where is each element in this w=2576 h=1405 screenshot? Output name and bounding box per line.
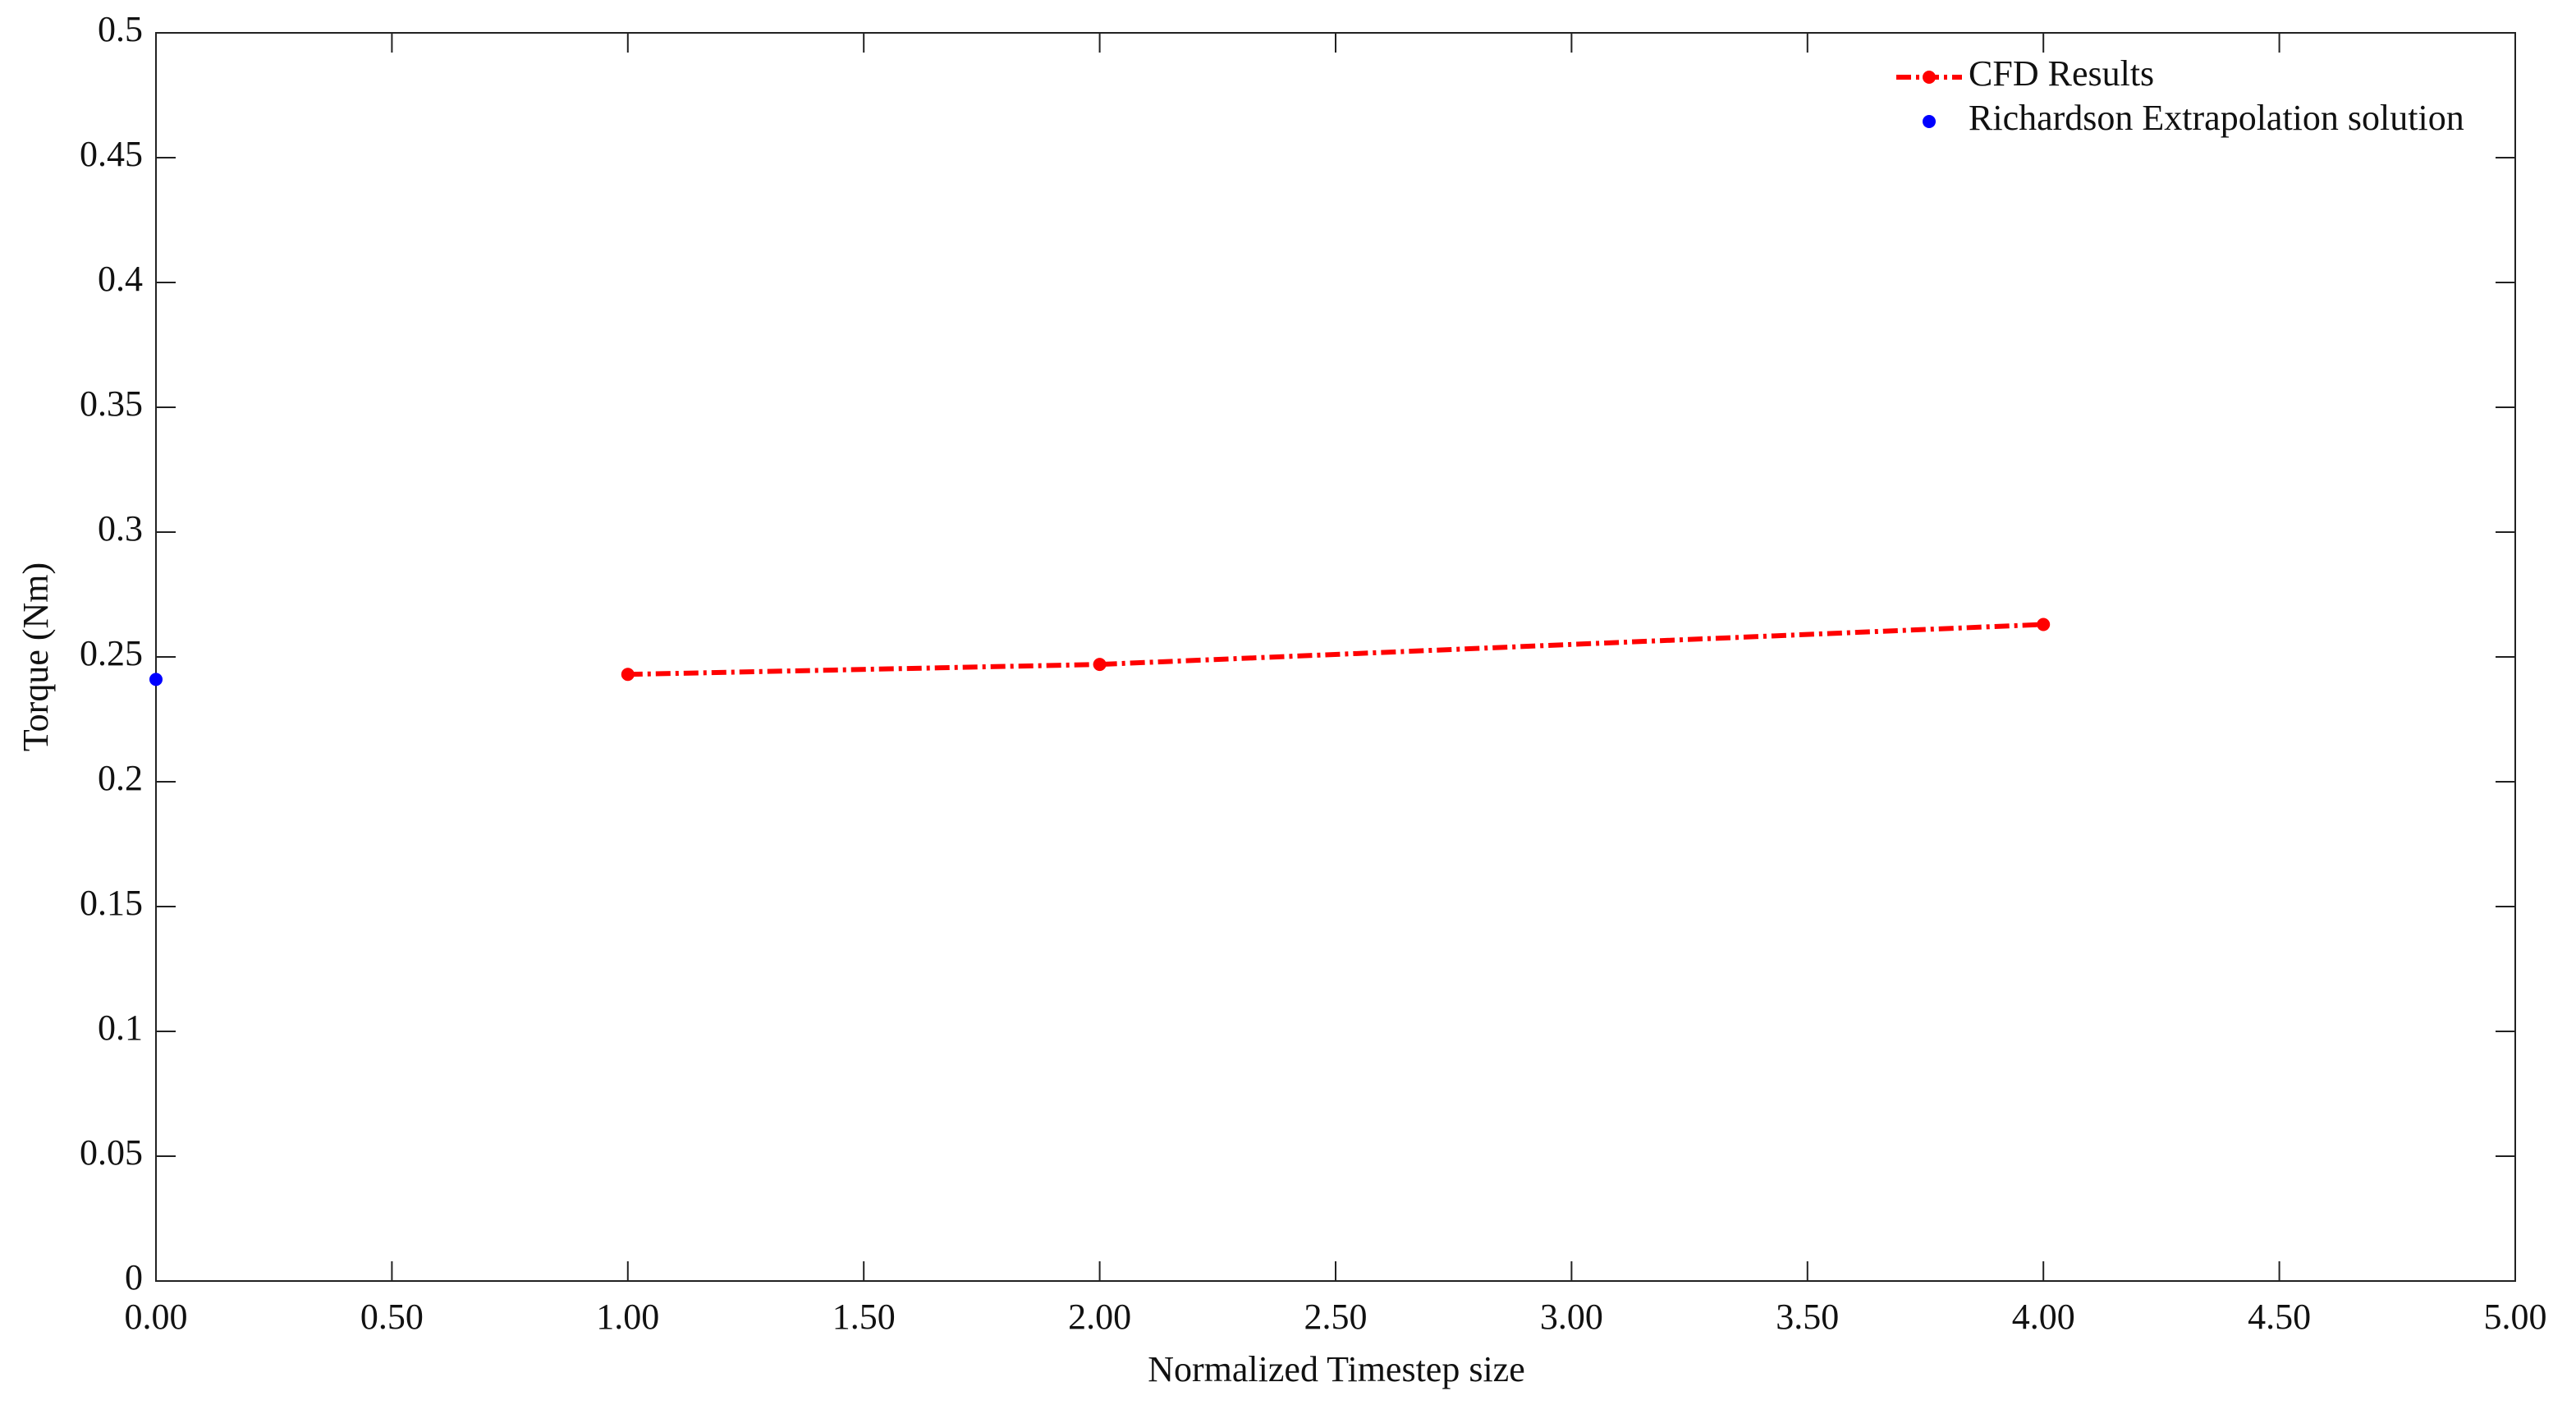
x-tick-label: 2.00 [1068, 1297, 1131, 1337]
x-tick-label: 3.00 [1540, 1297, 1603, 1337]
y-tick-label: 0.4 [98, 259, 143, 299]
x-tick-label: 2.50 [1304, 1297, 1368, 1337]
x-axis-title: Normalized Timestep size [1148, 1349, 1525, 1389]
legend-label: CFD Results [1969, 53, 2154, 94]
x-tick-label: 3.50 [1776, 1297, 1839, 1337]
legend-marker [1923, 115, 1936, 128]
y-tick-label: 0.45 [80, 134, 143, 174]
data-point [621, 668, 635, 682]
x-tick-label: 1.00 [596, 1297, 659, 1337]
y-tick-label: 0 [125, 1257, 143, 1297]
data-point [2037, 618, 2051, 631]
y-axis-title: Torque (Nm) [16, 562, 56, 751]
legend-marker [1923, 71, 1936, 84]
series-line [627, 622, 2044, 677]
y-tick-label: 0.15 [80, 883, 143, 923]
y-tick-label: 0.5 [98, 9, 143, 49]
y-tick-label: 0.05 [80, 1132, 143, 1173]
x-tick-label: 1.50 [832, 1297, 896, 1337]
y-tick-label: 0.35 [80, 383, 143, 424]
x-tick-label: 4.00 [2012, 1297, 2075, 1337]
legend-label: Richardson Extrapolation solution [1969, 98, 2464, 138]
x-tick-label: 4.50 [2248, 1297, 2311, 1337]
data-point [149, 673, 163, 686]
plot-frame [155, 32, 2516, 1282]
x-tick-label: 0.00 [125, 1297, 188, 1337]
y-tick-label: 0.2 [98, 758, 143, 798]
x-tick-label: 5.00 [2484, 1297, 2547, 1337]
x-tick-label: 0.50 [360, 1297, 424, 1337]
data-point [1093, 658, 1107, 672]
y-tick-label: 0.3 [98, 508, 143, 549]
y-tick-label: 0.25 [80, 633, 143, 673]
y-tick-label: 0.1 [98, 1008, 143, 1048]
